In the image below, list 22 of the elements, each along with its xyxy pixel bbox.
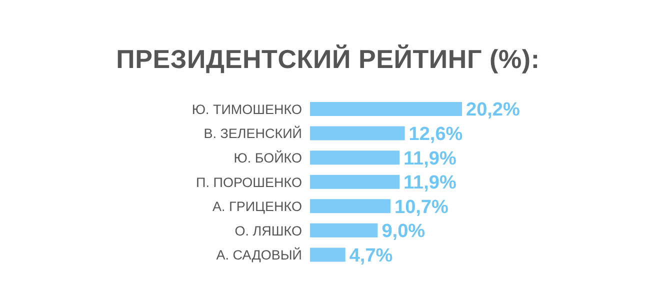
y-tick-label: Ю. БОЙКО (234, 150, 302, 166)
y-tick-label: П. ПОРОШЕНКО (196, 174, 302, 190)
y-tick-label: Ю. ТИМОШЕНКО (192, 102, 302, 117)
y-tick-label: В. ЗЕЛЕНСКИЙ (204, 125, 302, 142)
data-label: 9,0% (382, 221, 426, 242)
bar (310, 199, 391, 214)
y-tick-label: О. ЛЯШКО (234, 223, 302, 238)
data-label: 12,6% (408, 124, 463, 146)
bar (310, 126, 405, 140)
data-label: 4,7% (349, 245, 393, 266)
bar (310, 248, 346, 262)
data-label: 11,9% (404, 172, 456, 194)
data-label: 20,2% (466, 100, 520, 121)
y-tick-label: А. САДОВЫЙ (216, 246, 302, 263)
y-tick-label: А. ГРИЦЕНКО (212, 199, 302, 214)
chart-title: ПРЕЗИДЕНТСКИЙ РЕЙТИНГ (%): (115, 44, 541, 75)
bar (310, 102, 462, 116)
data-label: 11,9% (404, 148, 456, 170)
bar (310, 174, 400, 189)
data-label: 10,7% (394, 196, 448, 218)
bar (310, 223, 378, 238)
bar (310, 150, 400, 165)
